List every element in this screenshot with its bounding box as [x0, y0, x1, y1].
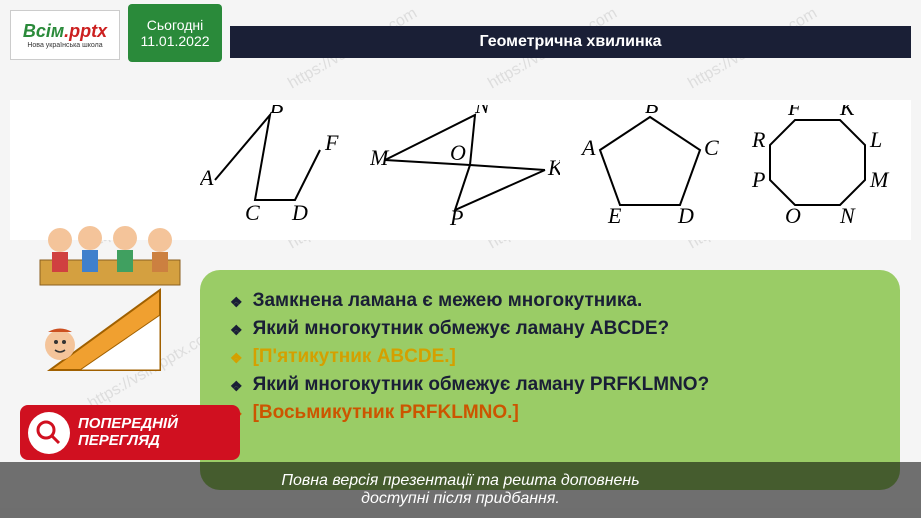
shapes-area: A B C D F M N O P K A B C D E P R F K L …	[10, 100, 911, 240]
footer-line2: доступні після придбання.	[361, 490, 560, 508]
bullet-3: ❖[П'ятикутник ABCDE.]	[230, 346, 870, 368]
shape2-label-o: O	[450, 140, 466, 165]
bullet-4-text: Який многокутник обмежує ламану PRFKLMNO…	[253, 374, 710, 396]
shape-1: A B C D F	[200, 105, 350, 225]
bullet-5-text: [Восьмикутник PRFKLMNO.]	[253, 402, 519, 424]
footer-line1: Повна версія презентації та решта доповн…	[281, 472, 639, 490]
shape1-label-d: D	[291, 200, 308, 225]
bullet-1: ❖Замкнена ламана є межею многокутника.	[230, 290, 870, 312]
shape2-label-m: M	[370, 145, 390, 170]
shape-4: P R F K L M N O	[740, 105, 900, 225]
logo-box: Всім.pptx Нова українська школа	[10, 10, 120, 60]
preview-badge: ПОПЕРЕДНІЙ ПЕРЕГЛЯД	[20, 405, 240, 460]
bullet-5: ❖[Восьмикутник PRFKLMNO.]	[230, 402, 870, 424]
magnifier-line1: ПОПЕРЕДНІЙ	[78, 416, 178, 433]
logo-text: Всім.pptx	[23, 21, 107, 42]
date-line2: 11.01.2022	[140, 33, 209, 49]
magnifier-text: ПОПЕРЕДНІЙ ПЕРЕГЛЯД	[78, 416, 178, 449]
shape4-label-k: K	[839, 105, 856, 120]
shape4-label-n: N	[839, 203, 856, 225]
shape2-label-n: N	[474, 105, 491, 118]
magnifier-icon	[28, 412, 70, 454]
shape-2: M N O P K	[370, 105, 560, 225]
bullet-2: ❖Який многокутник обмежує ламану ABCDE?	[230, 318, 870, 340]
shape4-label-p: P	[751, 167, 765, 192]
shape2-label-k: K	[547, 155, 560, 180]
shape3-label-d: D	[677, 203, 694, 225]
triangle-character	[30, 270, 180, 390]
logo-pptx: .pptx	[64, 21, 107, 41]
shape-3: A B C D E	[580, 105, 720, 225]
shape4-label-o: O	[785, 203, 801, 225]
shape4-label-f: F	[787, 105, 802, 120]
logo-subtitle: Нова українська школа	[27, 42, 102, 49]
shape3-label-e: E	[607, 203, 622, 225]
bullet-2-text: Який многокутник обмежує ламану ABCDE?	[253, 318, 670, 340]
shape4-label-m: M	[869, 167, 890, 192]
date-line1: Сьогодні	[147, 17, 203, 33]
shape1-label-f: F	[324, 130, 339, 155]
header-title: Геометрична хвилинка	[479, 33, 661, 51]
header-bar: Геометрична хвилинка	[230, 26, 911, 58]
shape2-label-p: P	[449, 205, 463, 225]
logo-bcim: Всім	[23, 21, 64, 41]
date-box: Сьогодні 11.01.2022	[128, 4, 222, 62]
bullet-4: ❖Який многокутник обмежує ламану PRFKLMN…	[230, 374, 870, 396]
bullet-1-text: Замкнена ламана є межею многокутника.	[253, 290, 643, 312]
footer-overlay: Повна версія презентації та решта доповн…	[0, 462, 921, 518]
bullet-3-text: [П'ятикутник ABCDE.]	[253, 346, 456, 368]
speech-bubble: ❖Замкнена ламана є межею многокутника. ❖…	[200, 270, 900, 490]
shape1-label-a: A	[200, 165, 214, 190]
shape1-label-c: C	[245, 200, 260, 225]
shape3-label-c: C	[704, 135, 719, 160]
shape4-label-r: R	[751, 127, 766, 152]
magnifier-line2: ПЕРЕГЛЯД	[78, 433, 178, 450]
shape4-label-l: L	[869, 127, 882, 152]
shape3-label-b: B	[645, 105, 658, 118]
shape1-label-b: B	[270, 105, 283, 118]
shape3-label-a: A	[580, 135, 596, 160]
